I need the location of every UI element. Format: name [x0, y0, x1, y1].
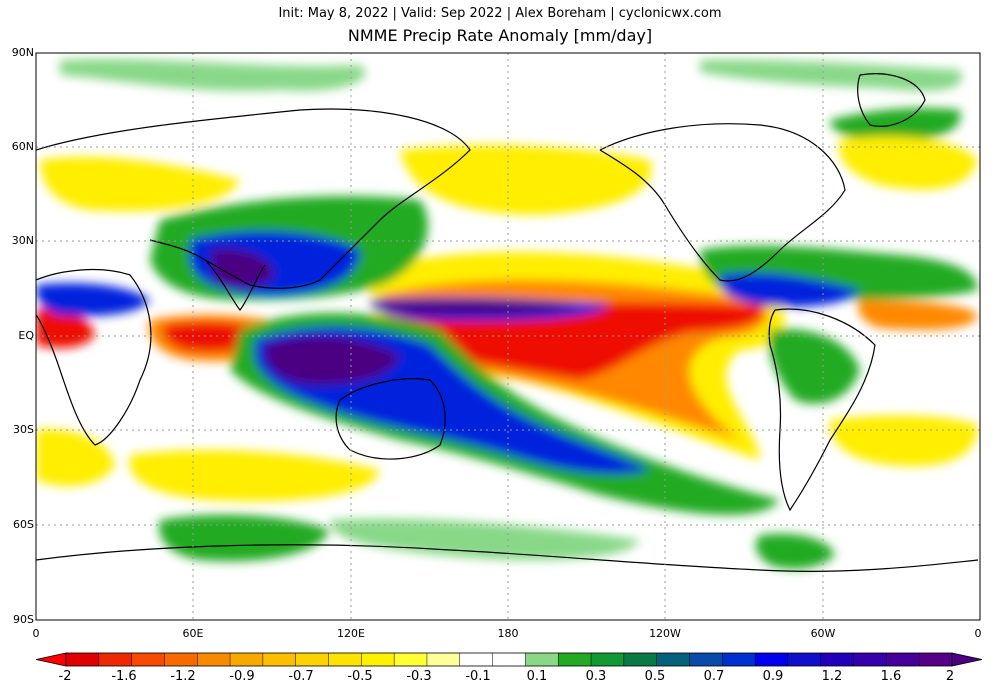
- colorbar-swatch: [492, 653, 526, 666]
- colorbar-swatch: [394, 653, 428, 666]
- lat-label-30n: 30N: [11, 234, 34, 247]
- colorbar-label: -0.7: [288, 669, 314, 684]
- coast-south-america: [768, 308, 876, 512]
- lat-label-90n: 90N: [11, 46, 34, 59]
- colorbar-swatch: [328, 653, 362, 666]
- colorbar-swatch: [426, 653, 461, 666]
- colorbar-swatch: [98, 653, 132, 666]
- lon-label-120e: 120E: [337, 627, 365, 640]
- colorbar-swatch: [131, 653, 165, 666]
- colorbar-swatch: [525, 653, 559, 666]
- coast-africa: [36, 268, 152, 446]
- chart-subtitle: Init: May 8, 2022 | Valid: Sep 2022 | Al…: [278, 6, 722, 21]
- colorbar-swatch: [656, 653, 690, 666]
- wet-southern-ocean-e: [755, 533, 835, 569]
- colorbar-swatch: [197, 653, 231, 666]
- coast-antarctica: [36, 544, 979, 572]
- lat-label-60n: 60N: [11, 140, 34, 153]
- dry-south-atlantic: [829, 415, 978, 467]
- colorbar-label: -1.6: [111, 669, 137, 684]
- colorbar-swatch: [262, 653, 296, 666]
- colorbar-label: -0.1: [465, 669, 491, 684]
- wet-maritime-core: [264, 336, 400, 385]
- colorbar-label: -1.2: [170, 669, 196, 684]
- colorbar-swatch: [689, 653, 723, 666]
- colorbar-label: -0.5: [347, 669, 373, 684]
- wet-india-core: [210, 248, 275, 287]
- coast-india: [204, 259, 266, 311]
- chart-title: NMME Precip Rate Anomaly [mm/day]: [347, 26, 653, 45]
- colorbar-label: 2: [945, 669, 955, 684]
- colorbar-swatch: [722, 653, 756, 666]
- colorbar-under-arrow: [35, 652, 67, 667]
- colorbar-label: -2: [58, 669, 72, 684]
- colorbar-swatch: [230, 653, 264, 666]
- lon-label-0-east: 0: [974, 627, 982, 640]
- colorbar-swatch: [787, 653, 822, 666]
- wet-amazon: [768, 329, 860, 404]
- wet-arctic-band: [60, 58, 366, 92]
- wet-nw-pacific-core: [379, 299, 580, 315]
- colorbar-label: -0.9: [229, 669, 255, 684]
- dry-atlantic-eq: [858, 300, 978, 330]
- colorbar-label: 0.9: [762, 669, 784, 684]
- lon-label-180: 180: [497, 627, 519, 640]
- lon-label-0: 0: [32, 627, 40, 640]
- colorbar-over-arrow: [951, 652, 983, 667]
- colorbar-label: 1.6: [880, 669, 902, 684]
- colorbar-swatch: [886, 653, 920, 666]
- coast-north-america: [599, 123, 846, 282]
- coast-greenland: [857, 73, 926, 127]
- anomaly-field: [36, 58, 978, 569]
- coastlines: [36, 73, 979, 572]
- colorbar-swatch: [66, 653, 100, 666]
- coast-australia: [335, 378, 446, 460]
- colorbar-label: 0.5: [644, 669, 666, 684]
- colorbar-swatch: [623, 653, 657, 666]
- colorbar-label: 0.7: [703, 669, 725, 684]
- colorbar-swatch: [164, 653, 198, 666]
- colorbar-label: 0.3: [585, 669, 607, 684]
- lon-label-60w: 60W: [810, 627, 836, 640]
- colorbar-label: -0.3: [406, 669, 432, 684]
- lat-label-eq: EQ: [18, 329, 34, 342]
- lon-label-60e: 60E: [182, 627, 204, 640]
- lat-label-60s: 60S: [13, 518, 34, 531]
- wet-arctic-east: [700, 59, 962, 91]
- lon-label-120w: 120W: [649, 627, 681, 640]
- coast-eurasia: [36, 108, 471, 289]
- dry-west-africa: [36, 308, 95, 348]
- plot-frame: [35, 52, 981, 621]
- lat-label-90s: 90S: [13, 613, 34, 626]
- dry-pacific-core: [393, 302, 762, 380]
- colorbar-swatch: [755, 653, 789, 666]
- colorbar-swatch: [558, 653, 592, 666]
- wet-southern-ocean-w: [159, 514, 330, 562]
- dry-south-indian: [129, 450, 380, 502]
- colorbar: [35, 652, 983, 667]
- dry-europe-asia: [40, 156, 240, 212]
- wet-africa-sahel: [36, 283, 150, 317]
- colorbar-label: 1.2: [821, 669, 843, 684]
- colorbar-swatch: [295, 653, 329, 666]
- dry-south-west-atlantic: [36, 429, 115, 487]
- colorbar-swatch: [853, 653, 887, 666]
- dry-north-pacific: [400, 144, 652, 215]
- wet-southern-light: [330, 518, 640, 560]
- graticule: [36, 53, 980, 620]
- colorbar-swatch: [361, 653, 395, 666]
- colorbar-swatch: [919, 653, 953, 666]
- wet-caribbean-strong: [719, 272, 860, 307]
- colorbar-swatch: [591, 653, 625, 666]
- colorbar-swatch: [459, 653, 493, 666]
- lat-label-30s: 30S: [13, 423, 34, 436]
- dry-north-atlantic: [839, 136, 978, 190]
- colorbar-swatch: [820, 653, 854, 666]
- colorbar-frame: [65, 652, 953, 667]
- colorbar-label: 0.1: [526, 669, 548, 684]
